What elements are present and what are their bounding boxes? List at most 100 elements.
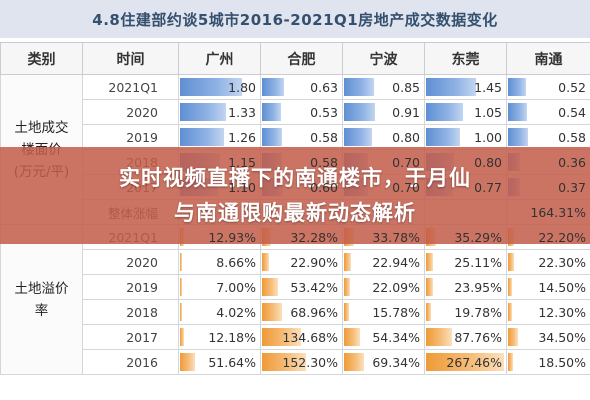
value-text: 7.00% [216,279,256,295]
value-cell: 1.33 [178,99,261,125]
value-cell: 69.34% [342,349,425,375]
value-bar [262,278,278,296]
value-bar [262,328,301,346]
value-bar [262,253,269,271]
value-text: 0.54 [558,104,586,120]
value-cell: 0.91 [342,99,425,125]
value-text: 34.50% [538,329,586,345]
value-bar [426,353,504,371]
value-bar [180,278,182,296]
table-header-row: 类别 时间 广州 合肥 宁波 东莞 南通 [0,42,590,75]
value-text: 134.68% [282,329,338,345]
value-text: 0.60 [310,179,338,195]
value-cell: 7.00% [178,274,261,300]
value-cell: 53.42% [260,274,343,300]
value-text: 69.34% [372,354,420,370]
value-bar [344,128,372,146]
value-text: 22.09% [372,279,420,295]
row-time: 2019 [82,274,179,300]
value-bar [180,353,195,371]
value-bar [508,103,527,121]
value-cell: 0.63 [260,74,343,100]
value-text: 267.46% [446,354,502,370]
value-bar [426,103,463,121]
value-text: 33.78% [372,229,420,245]
value-text: 35.29% [454,229,502,245]
value-bar [508,353,513,371]
value-bar [262,128,282,146]
value-cell: 134.68% [260,324,343,350]
value-text: 0.77 [474,179,502,195]
value-bar [180,103,226,121]
value-bar [426,303,431,321]
value-bar [508,278,512,296]
row-time: 2021Q1 [82,74,179,100]
value-bar [426,128,460,146]
value-text: 12.93% [208,229,256,245]
value-bar [344,103,375,121]
value-text: 1.15 [228,154,256,170]
value-text: 0.91 [392,104,420,120]
value-cell: 25.11% [424,249,507,275]
value-cell: 1.45 [424,74,507,100]
value-text: 0.36 [558,154,586,170]
value-cell: 22.94% [342,249,425,275]
value-text: 0.70 [392,154,420,170]
value-cell: 34.50% [506,324,590,350]
header-hefei: 合肥 [260,42,343,75]
value-text: 68.96% [290,304,338,320]
header-nantong: 南通 [506,42,590,75]
value-cell: 8.66% [178,249,261,275]
value-bar [180,78,242,96]
value-bar [180,128,224,146]
page-title: 4.8住建部约谈5城市2016-2021Q1房地产成交数据变化 [0,0,590,38]
value-cell: 14.50% [506,274,590,300]
value-bar [426,278,433,296]
value-bar [344,278,350,296]
value-bar [180,303,182,321]
value-text: 22.94% [372,254,420,270]
value-cell: 0.85 [342,74,425,100]
value-text: 18.50% [538,354,586,370]
value-text: 0.37 [558,179,586,195]
value-text: 0.52 [558,79,586,95]
header-dongguan: 东莞 [424,42,507,75]
table-row: 2017 12.18% 134.68% 54.34% 87.76% 34.50% [1,324,590,350]
category-land-premium: 土地溢价率 [0,224,83,375]
value-cell: 0.52 [506,74,590,100]
value-text: 164.31% [530,204,586,220]
value-bar [262,103,281,121]
value-text: 152.30% [282,354,338,370]
value-text: 1.80 [228,79,256,95]
value-bar [426,328,452,346]
value-cell: 68.96% [260,299,343,325]
value-cell: 4.02% [178,299,261,325]
value-cell: 87.76% [424,324,507,350]
table-row: 2019 1.26 0.58 0.80 1.00 0.58 [1,124,590,150]
value-bar [344,328,360,346]
value-cell: 1.05 [424,99,507,125]
value-bar [262,303,282,321]
table-row: 2020 1.33 0.53 0.91 1.05 0.54 [1,99,590,125]
value-cell: 0.58 [260,124,343,150]
value-bar [344,353,364,371]
value-bar [262,78,284,96]
value-cell: 51.64% [178,349,261,375]
value-text: 1.26 [228,129,256,145]
row-time: 2016 [82,349,179,375]
value-bar [180,328,184,346]
table-row: 2018 4.02% 68.96% 15.78% 19.78% 12.30% [1,299,590,325]
row-time: 2017 [82,324,179,350]
value-text: 8.66% [216,254,256,270]
row-time: 2019 [82,124,179,150]
value-text: 4.02% [216,304,256,320]
row-time: 2020 [82,99,179,125]
value-text: 87.76% [454,329,502,345]
header-guangzhou: 广州 [178,42,261,75]
value-text: 0.85 [392,79,420,95]
value-text: 54.34% [372,329,420,345]
value-text: 0.53 [310,104,338,120]
value-text: 14.50% [538,279,586,295]
value-text: 12.18% [208,329,256,345]
